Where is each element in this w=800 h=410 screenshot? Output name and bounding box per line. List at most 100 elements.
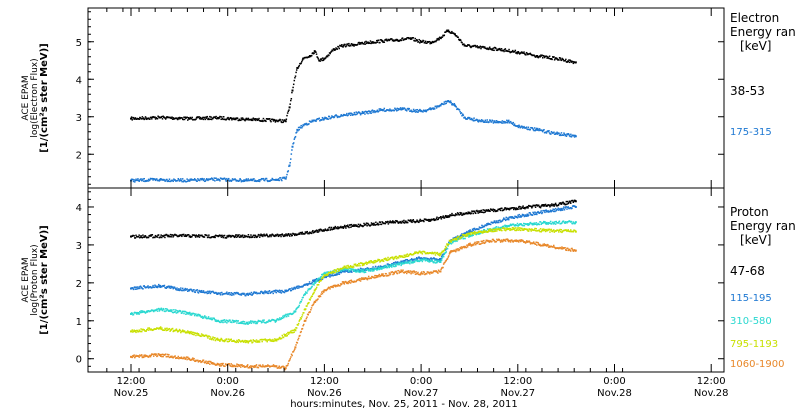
data-marker <box>239 177 241 180</box>
data-marker <box>159 326 162 328</box>
data-marker <box>201 360 204 363</box>
data-marker <box>549 222 551 225</box>
data-marker <box>163 308 165 310</box>
data-marker <box>221 362 223 365</box>
data-marker <box>206 234 208 237</box>
data-marker <box>363 111 366 113</box>
data-marker <box>499 241 502 243</box>
data-marker <box>386 259 389 262</box>
data-marker <box>221 234 223 237</box>
data-marker <box>532 222 534 225</box>
data-point <box>526 205 529 208</box>
data-marker <box>242 293 245 295</box>
data-marker <box>554 210 556 213</box>
data-marker <box>357 271 360 273</box>
data-marker <box>337 268 339 270</box>
data-marker <box>371 42 374 44</box>
data-marker <box>410 109 412 112</box>
data-marker <box>290 153 293 155</box>
data-marker <box>532 223 535 226</box>
data-marker <box>283 176 286 179</box>
data-marker <box>388 39 391 42</box>
data-marker <box>470 245 473 247</box>
data-marker <box>251 341 254 344</box>
data-marker <box>437 218 440 220</box>
data-marker <box>282 234 284 236</box>
data-marker <box>372 270 375 272</box>
data-marker <box>151 286 154 288</box>
data-marker <box>250 178 252 181</box>
data-marker <box>385 259 387 261</box>
data-marker <box>331 115 333 117</box>
data-marker <box>185 311 188 313</box>
data-marker <box>535 128 537 131</box>
data-marker <box>396 257 398 260</box>
data-marker <box>449 100 452 102</box>
data-marker <box>345 281 347 284</box>
data-marker <box>469 243 472 246</box>
series-175-315 <box>130 100 577 183</box>
data-marker <box>361 269 364 271</box>
data-point <box>362 262 365 265</box>
data-marker <box>166 327 168 330</box>
data-marker <box>557 229 559 232</box>
data-marker <box>334 271 336 274</box>
data-marker <box>512 207 514 209</box>
data-marker <box>297 129 299 132</box>
data-marker <box>335 114 338 116</box>
data-marker <box>522 52 525 54</box>
data-marker <box>294 136 296 139</box>
data-marker <box>475 45 478 48</box>
data-marker <box>159 308 162 311</box>
data-marker <box>144 355 146 358</box>
data-marker <box>519 208 521 210</box>
data-marker <box>205 316 207 318</box>
data-marker <box>170 236 172 238</box>
data-marker <box>560 59 563 62</box>
data-marker <box>380 274 382 277</box>
data-marker <box>415 257 418 259</box>
data-marker <box>286 234 289 237</box>
data-marker <box>243 322 245 325</box>
data-marker <box>387 274 390 277</box>
data-marker <box>229 293 232 296</box>
data-marker <box>540 231 542 233</box>
data-marker <box>572 221 575 223</box>
data-marker <box>235 319 238 322</box>
data-marker <box>183 116 185 119</box>
data-marker <box>224 339 227 342</box>
data-marker <box>139 285 142 287</box>
data-marker <box>458 109 461 111</box>
data-marker <box>200 289 203 292</box>
data-marker <box>461 41 463 44</box>
data-marker <box>308 288 310 291</box>
data-marker <box>382 273 384 275</box>
data-marker <box>285 313 287 316</box>
data-marker <box>471 244 474 247</box>
data-marker <box>241 118 243 121</box>
data-marker <box>274 321 277 323</box>
data-marker <box>268 290 271 292</box>
data-marker <box>191 235 193 238</box>
data-marker <box>414 273 417 276</box>
data-marker <box>399 271 402 274</box>
legend-entry: 175-315 <box>730 127 772 138</box>
data-marker <box>255 291 258 294</box>
data-marker <box>527 224 529 227</box>
data-marker <box>549 231 551 233</box>
data-marker <box>207 362 210 365</box>
data-marker <box>198 315 200 317</box>
data-marker <box>260 179 262 181</box>
data-marker <box>353 223 355 226</box>
data-marker <box>178 178 180 181</box>
data-marker <box>380 267 382 269</box>
data-marker <box>365 40 367 43</box>
data-marker <box>329 274 332 276</box>
data-marker <box>189 331 192 334</box>
data-marker <box>266 365 268 367</box>
data-marker <box>492 122 495 124</box>
data-marker <box>326 271 328 273</box>
data-marker <box>396 272 399 275</box>
data-marker <box>541 204 544 206</box>
data-marker <box>391 256 394 258</box>
